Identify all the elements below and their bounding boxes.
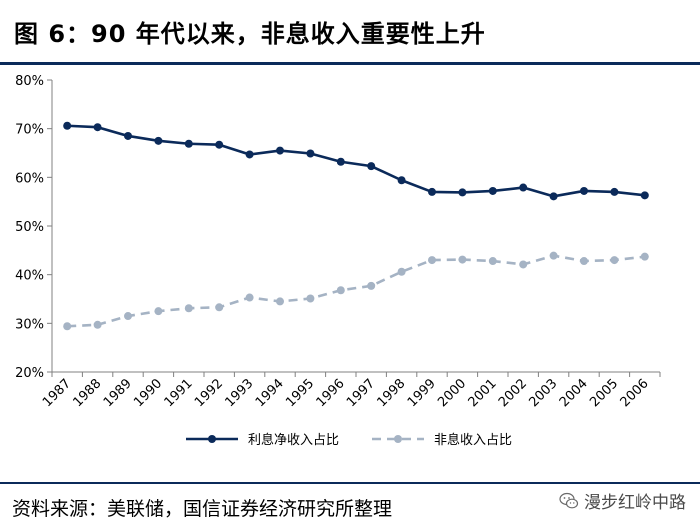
series-1-point [306,149,315,158]
x-tick-label: 1989 [101,376,135,410]
series-1-point [580,186,588,195]
y-tick-label: 80% [15,74,44,89]
wechat-icon [559,492,579,508]
watermark-text: 漫步红岭中路 [584,493,686,513]
x-tick-label: 1993 [222,376,256,410]
x-tick-label: 2000 [435,376,469,410]
series-1-point [336,157,345,166]
series-1-point [124,131,132,140]
legend-marker-1 [208,435,216,443]
series-2-point [458,255,467,264]
figure-title: 图 6：90 年代以来，非息收入重要性上升 [14,20,486,48]
legend-label-1: 利息净收入占比 [248,432,339,448]
series-1-point [519,183,528,192]
x-tick-label: 2004 [557,376,591,410]
legend-marker-2 [394,435,402,443]
series-2-point [549,251,558,260]
x-tick-label: 1991 [162,376,196,410]
y-tick-label: 70% [15,123,44,138]
series-1-point [63,121,72,130]
x-tick-label: 2001 [466,376,500,410]
series-1-point [93,123,102,132]
series-2-point [428,256,436,265]
series-2-point [367,281,376,290]
title-rule [0,62,700,65]
x-tick-label: 1999 [405,376,439,410]
line-chart: 20%30%40%50%60%70%80%1987198819891990199… [15,74,661,448]
series-2-point [640,252,649,261]
series-1-point [488,186,497,195]
series-1-point [428,187,436,196]
chart-container: 20% 30% 40% 50% 60% 70% 80% 1987 1988 1989 1990 199… [0,66,700,476]
series-1-point [245,150,254,159]
x-tick-label: 2006 [618,376,652,410]
series-1-point [276,146,284,155]
series-2-point [580,257,588,266]
series-2-point [184,304,193,313]
x-tick-label: 1994 [253,376,287,410]
series-2-point [124,312,132,321]
series-1-point [640,191,649,200]
x-tick-label: 1998 [374,376,408,410]
series-2-point [245,293,254,302]
series-2-point [215,303,224,312]
x-tick-label: 1987 [40,376,74,410]
series-2-point [336,286,345,295]
series-2-point [154,307,163,316]
x-tick-label: 1996 [314,376,348,410]
series-2-point [93,320,102,329]
title-bar: 图 6：90 年代以来，非息收入重要性上升 [0,0,700,60]
y-tick-label: 20% [15,366,44,381]
series-1-point [215,140,224,149]
series-1-point [154,136,163,145]
series-2-point [276,297,284,306]
series-2-point [519,260,528,269]
x-tick-label: 1990 [131,376,165,410]
series-2-point [610,256,619,265]
y-tick-label: 50% [15,220,44,235]
series-1-point [458,188,467,197]
x-tick-label: 1992 [192,376,226,410]
x-tick-label: 2002 [496,376,530,410]
y-tick-label: 40% [15,269,44,284]
series-2-point [63,322,72,331]
legend-label-2: 非息收入占比 [434,432,512,448]
series-1-point [549,192,558,201]
series-line-1 [67,124,645,198]
series-1-point [184,139,193,148]
series-1-point [367,162,376,171]
series-line-2 [67,254,645,328]
series-2-point [488,257,497,266]
watermark: 漫步红岭中路 [559,488,686,513]
series-1-point [610,187,619,196]
x-tick-label: 2003 [526,376,560,410]
series-2-point [397,267,406,276]
bottom-rule [0,482,700,484]
series-1-point [397,176,406,185]
source-note: 资料来源：美联储，国信证券经济研究所整理 [12,498,393,520]
series-2-point [306,294,315,303]
x-tick-label: 1995 [283,376,317,410]
x-tick-label: 2005 [587,376,621,410]
y-tick-label: 60% [15,171,44,186]
x-tick-label: 1988 [70,376,104,410]
y-tick-label: 30% [15,317,44,332]
x-tick-label: 1997 [344,376,378,410]
